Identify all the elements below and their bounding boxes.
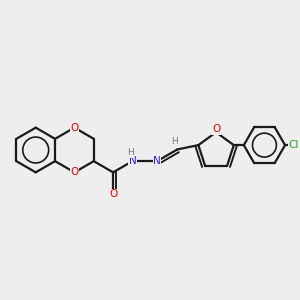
Text: Cl: Cl [289, 140, 299, 150]
Text: H: H [127, 148, 134, 157]
Text: N: N [153, 156, 161, 166]
Text: O: O [109, 189, 117, 199]
Text: H: H [171, 137, 178, 146]
Text: O: O [70, 123, 79, 133]
Text: O: O [212, 124, 220, 134]
Text: O: O [70, 167, 79, 177]
Text: N: N [129, 156, 136, 166]
